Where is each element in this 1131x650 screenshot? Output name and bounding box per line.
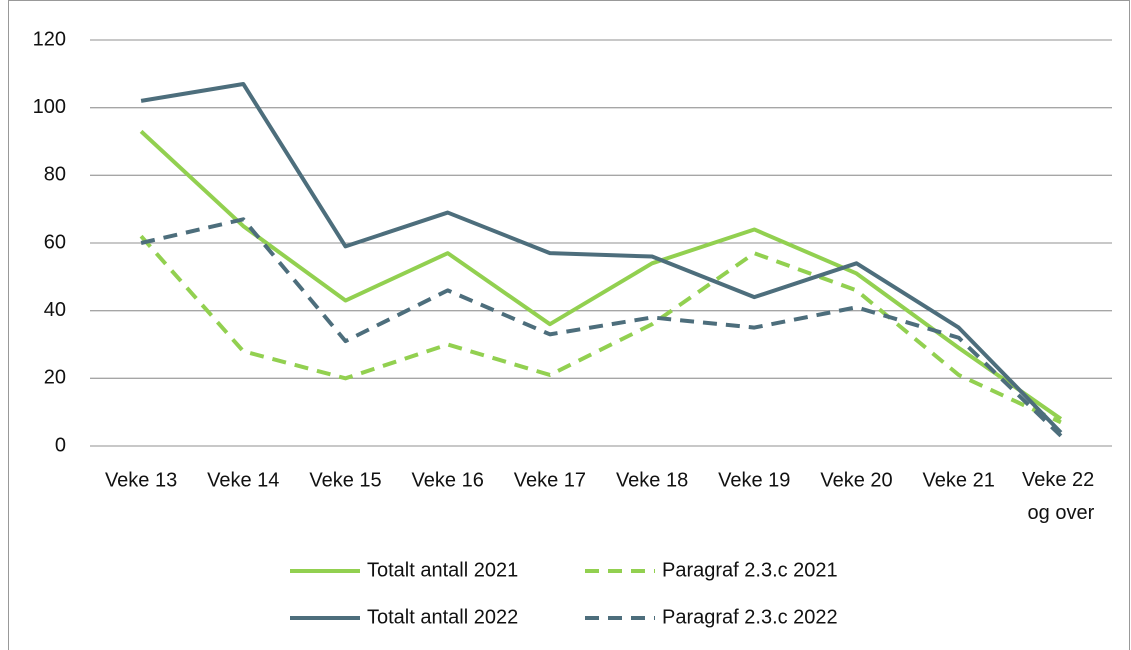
series-line [140, 217, 1063, 438]
series-line [139, 234, 1062, 425]
legend-label: Paragraf 2.3.c 2021 [662, 559, 838, 581]
x-tick-label: Veke 21 [923, 469, 995, 491]
y-tick-label: 100 [33, 96, 66, 118]
y-tick-label: 0 [55, 434, 66, 456]
y-tick-label: 20 [44, 367, 66, 389]
series-line [139, 129, 1063, 421]
legend-label: Paragraf 2.3.c 2022 [662, 606, 838, 628]
x-tick-label: Veke 13 [105, 469, 177, 491]
y-tick-label: 60 [44, 231, 66, 253]
x-tick-label: Veke 20 [820, 469, 892, 491]
y-tick-label: 40 [44, 299, 66, 321]
x-tick-label: Veke 14 [207, 469, 279, 491]
x-tick-label: Veke 17 [514, 469, 586, 491]
y-tick-label: 120 [33, 28, 66, 50]
x-tick-label: Veke 16 [412, 469, 484, 491]
legend-label: Totalt antall 2022 [367, 606, 518, 628]
legend-label: Totalt antall 2021 [367, 559, 518, 581]
x-tick-label: Veke 22 og over [1022, 469, 1100, 524]
x-tick-label: Veke 15 [309, 469, 381, 491]
y-tick-label: 80 [44, 164, 66, 186]
x-tick-label: Veke 19 [718, 469, 790, 491]
x-tick-label: Veke 18 [616, 469, 688, 491]
chart-border [8, 0, 1130, 650]
series-line [140, 81, 1063, 434]
